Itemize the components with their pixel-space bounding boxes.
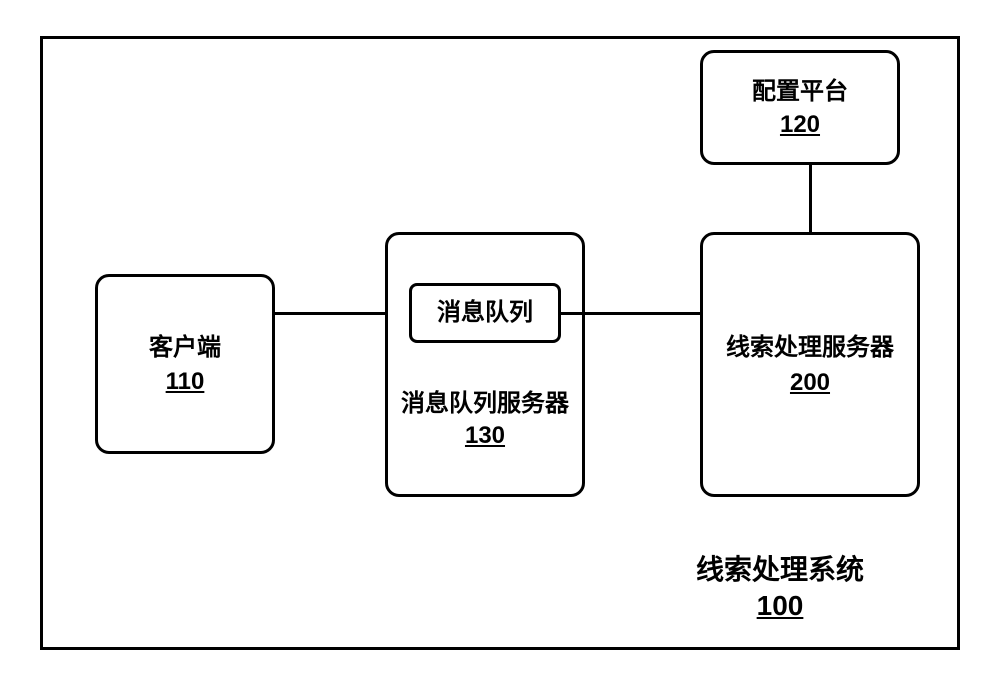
client-num: 110 bbox=[166, 368, 205, 396]
server-label: 线索处理服务器 bbox=[726, 332, 894, 364]
connector-config-server bbox=[809, 165, 812, 232]
system-label: 线索处理系统 100 bbox=[640, 548, 920, 622]
mq-server-label-wrap: 消息队列服务器 130 bbox=[385, 388, 585, 453]
config-box: 配置平台 120 bbox=[700, 50, 900, 165]
server-num: 200 bbox=[790, 369, 830, 397]
mq-server-box bbox=[385, 232, 585, 497]
mq-inner-box: 消息队列 bbox=[409, 283, 561, 343]
mq-server-label-text: 消息队列服务器 bbox=[401, 390, 569, 417]
mq-server-num: 130 bbox=[465, 422, 505, 449]
client-label: 客户端 bbox=[149, 332, 221, 364]
connector-client-mq bbox=[275, 312, 385, 315]
system-title: 线索处理系统 bbox=[640, 548, 920, 588]
config-num: 120 bbox=[780, 111, 820, 139]
system-num: 100 bbox=[757, 590, 804, 622]
connector-mq-server bbox=[561, 312, 700, 315]
mq-server-label: 消息队列服务器 130 bbox=[385, 388, 585, 453]
config-label: 配置平台 bbox=[752, 76, 848, 108]
client-box: 客户端 110 bbox=[95, 274, 275, 454]
mq-inner-label: 消息队列 bbox=[437, 297, 533, 329]
server-box: 线索处理服务器 200 bbox=[700, 232, 920, 497]
